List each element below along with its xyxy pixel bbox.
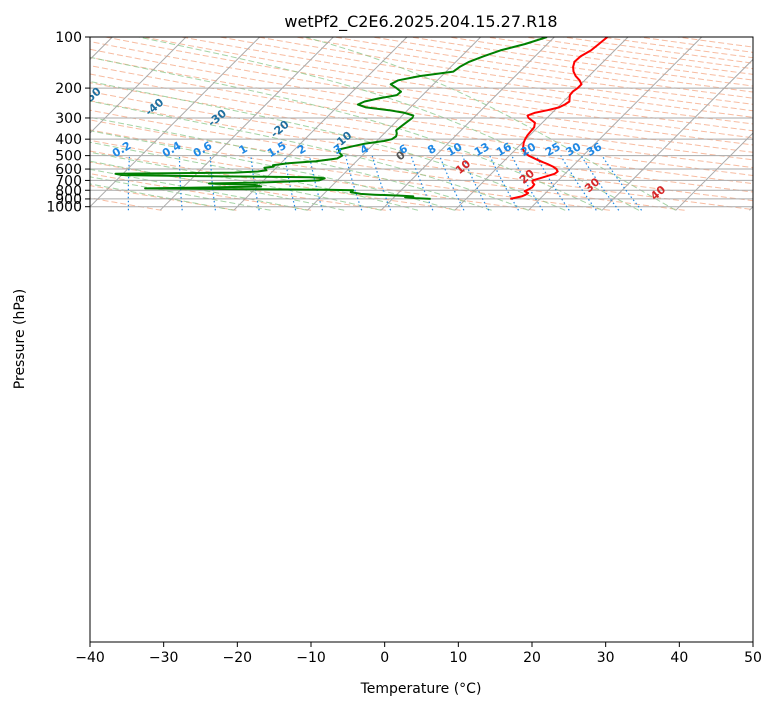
y-tick-label: 800 <box>55 183 82 199</box>
series-line-2 <box>114 37 548 200</box>
dry-adiabat <box>143 37 753 132</box>
y-tick-label: 300 <box>55 111 82 127</box>
moist-adiabat <box>138 37 640 211</box>
mixing-ratio-line <box>601 155 643 211</box>
moist-adiabat <box>90 183 234 211</box>
chart-title: wetPf2_C2E6.2025.204.15.27.R18 <box>284 12 557 32</box>
dry-adiabat <box>90 173 312 211</box>
dry-adiabat <box>90 100 753 202</box>
dry-adiabats <box>90 37 753 211</box>
dry-adiabat <box>90 56 753 161</box>
moist-adiabat <box>90 151 382 211</box>
y-tick-label: 1000 <box>46 200 82 216</box>
mixing-ratio-line <box>580 155 620 211</box>
mixing-ratio-line <box>439 155 465 211</box>
profile-series <box>114 37 609 200</box>
isotherm <box>454 37 629 211</box>
moist-adiabat <box>304 37 676 211</box>
dry-adiabat <box>90 139 536 211</box>
x-tick-label: 10 <box>449 650 467 666</box>
mixing-ratio-line <box>560 155 597 211</box>
x-tick-label: 50 <box>744 650 762 666</box>
x-axis-label: Temperature (°C) <box>360 681 482 697</box>
dry-adiabat <box>90 82 753 185</box>
isotherm <box>159 37 334 211</box>
dry-adiabat <box>90 150 461 211</box>
isotherm <box>675 132 753 211</box>
moist-adiabat <box>90 176 271 211</box>
mixing-ratio-line <box>535 155 570 211</box>
isotherm <box>380 37 555 211</box>
moist-adiabat <box>90 141 419 211</box>
moist-adiabat <box>90 56 603 211</box>
dry-adiabat <box>90 119 685 211</box>
mixing-ratio-line <box>511 155 544 211</box>
mixing-ratio-line <box>371 155 392 211</box>
isotherm <box>233 37 408 211</box>
isotherm <box>90 37 261 208</box>
dry-adiabat <box>105 37 753 139</box>
moist-adiabat <box>90 160 345 211</box>
isotherm <box>90 37 187 134</box>
moist-adiabat <box>90 100 529 211</box>
plot-area: -100-90-80-70-60-50-40-30-20-10010203040… <box>90 37 753 211</box>
isotherm <box>307 37 482 211</box>
y-axis-label: Pressure (hPa) <box>12 289 28 389</box>
mixing-ratio-lines <box>127 155 643 211</box>
isotherm <box>601 58 753 211</box>
x-tick-label: −10 <box>296 650 326 666</box>
mixing-ratio-line <box>489 155 520 211</box>
x-tick-label: −30 <box>149 650 179 666</box>
x-tick-label: −40 <box>75 650 105 666</box>
y-tick-label: 400 <box>55 132 82 148</box>
dry-adiabat <box>90 48 753 153</box>
dry-adiabat <box>90 185 237 211</box>
mixing-ratio-line <box>410 155 434 211</box>
isotherm <box>528 37 703 211</box>
series-line-1 <box>510 37 609 200</box>
moist-adiabat <box>90 116 492 211</box>
dry-adiabat <box>257 37 753 112</box>
x-tick-label: 40 <box>670 650 688 666</box>
moist-adiabats <box>90 37 676 211</box>
x-tick-label: 20 <box>523 650 541 666</box>
y-tick-label: 100 <box>55 30 82 46</box>
mixing-ratio-line <box>461 155 490 211</box>
y-tick-label: 500 <box>55 149 82 165</box>
dry-adiabat <box>90 129 610 211</box>
plot-frame <box>89 36 754 643</box>
x-tick-label: 0 <box>380 650 389 666</box>
dry-adiabat <box>181 37 753 125</box>
y-tick-label: 600 <box>55 162 82 178</box>
moist-adiabat <box>90 81 566 211</box>
mixing-ratio-line <box>345 155 363 211</box>
y-tick-label: 200 <box>55 81 82 97</box>
dry-adiabat <box>90 73 753 177</box>
isotherms <box>90 37 753 211</box>
x-tick-label: 30 <box>597 650 615 666</box>
x-axis-ticks: −40 −30 −20 −10 0 10 20 30 40 50 <box>75 642 762 666</box>
x-tick-label: −20 <box>223 650 253 666</box>
y-tick-label: 900 <box>55 192 82 208</box>
y-tick-label: 700 <box>55 173 82 189</box>
